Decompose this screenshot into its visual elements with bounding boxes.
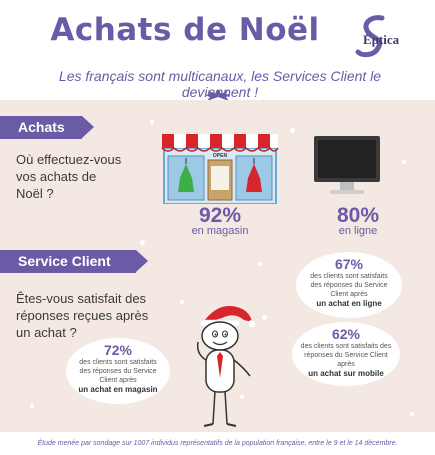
- snow-dot: [262, 315, 267, 320]
- bubble-online-pct: 67%: [334, 256, 364, 272]
- bubble-online-text: des clients sont satisfaits des réponses…: [310, 273, 388, 298]
- band-arrow: [136, 250, 148, 272]
- bubble-online: 67% des clients sont satisfaits des répo…: [296, 252, 402, 318]
- bubble-online-strong: un achat en ligne: [316, 299, 382, 308]
- page-title: Achats de Noël: [50, 12, 320, 48]
- section-label-achats: Achats: [0, 116, 82, 139]
- bubble-mobile: 62% des clients sont satisfaits des répo…: [292, 322, 400, 386]
- stat-store-label: en magasin: [191, 225, 249, 237]
- bubble-mobile-text: des clients sont satisfaits des réponses…: [300, 343, 392, 368]
- snow-dot: [30, 404, 34, 408]
- bubble-store-pct: 72%: [103, 342, 133, 358]
- store-open-sign: OPEN: [212, 153, 228, 159]
- shop-illustration: [161, 134, 279, 204]
- footer-note: Étude menée par sondage sur 1007 individ…: [0, 432, 435, 455]
- snow-dot: [410, 412, 414, 416]
- header-area: Achats de Noël Eptica Les français sont …: [0, 0, 435, 101]
- bubble-store-strong: un achat en magasin: [78, 385, 158, 394]
- bubble-mobile-pct: 62%: [331, 326, 361, 342]
- bubble-mobile-strong: un achat sur mobile: [308, 369, 384, 378]
- section-label-service-client: Service Client: [0, 250, 136, 273]
- stat-online-pct: 80%: [336, 204, 380, 227]
- logo-text: Eptica: [363, 32, 400, 47]
- snow-dot: [290, 128, 295, 133]
- bubble-store-text: des clients sont satisfaits des réponses…: [79, 359, 157, 384]
- eptica-logo: [355, 15, 385, 58]
- holly-icon: [205, 90, 231, 101]
- question-service-client: Êtes-vous satisfait des réponses reçues …: [16, 291, 149, 340]
- snow-dot: [150, 120, 154, 124]
- band-arrow: [82, 116, 94, 138]
- bubble-store: 72% des clients sont satisfaits des répo…: [66, 338, 170, 404]
- monitor-icon: [314, 136, 380, 194]
- snow-dot: [240, 395, 244, 399]
- snow-dot: [140, 240, 145, 245]
- snow-dot: [180, 300, 184, 304]
- question-achats: Où effectuez-vous vos achats de Noël ?: [16, 152, 122, 201]
- snow-dot: [258, 262, 262, 266]
- santa-figure-illustration: [196, 306, 257, 427]
- stat-store-pct: 92%: [198, 204, 242, 227]
- stat-online-label: en ligne: [338, 225, 378, 237]
- snow-dot: [402, 160, 406, 164]
